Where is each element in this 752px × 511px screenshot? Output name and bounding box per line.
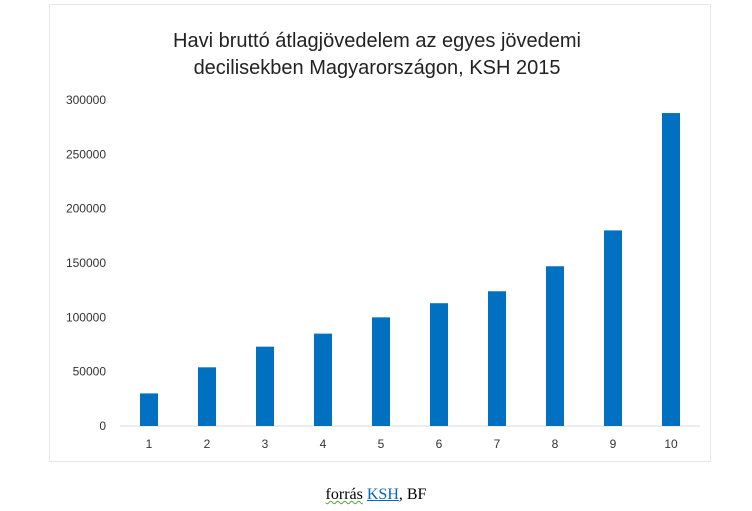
caption-prefix: forrás [325, 486, 363, 503]
ksh-link[interactable]: KSH [366, 486, 399, 503]
y-tick-label: 50000 [73, 365, 107, 379]
chart-title: Havi bruttó átlagjövedelem az egyes jöve… [173, 30, 581, 79]
x-tick-label: 3 [262, 437, 269, 451]
chart-frame: Havi bruttó átlagjövedelem az egyes jöve… [49, 4, 711, 462]
y-tick-label: 200000 [66, 202, 106, 216]
chart-title-line-1: Havi bruttó átlagjövedelem az egyes jöve… [173, 30, 581, 52]
x-tick-label: 6 [436, 437, 443, 451]
bar-chart: Havi bruttó átlagjövedelem az egyes jöve… [66, 30, 700, 451]
caption-suffix: , BF [398, 486, 427, 503]
y-axis-ticks: 0 50000 100000 150000 200000 250000 300000 [66, 93, 106, 433]
bars [140, 113, 680, 426]
x-tick-label: 5 [378, 437, 385, 451]
source-caption: forrás KSH, BF [0, 486, 752, 504]
x-tick-label: 4 [320, 437, 327, 451]
x-tick-label: 8 [552, 437, 559, 451]
bar-decile-5 [372, 317, 390, 426]
x-tick-label: 1 [146, 437, 153, 451]
bar-decile-4 [314, 333, 332, 426]
y-tick-label: 100000 [66, 310, 106, 324]
bar-decile-1 [140, 393, 158, 426]
x-tick-label: 10 [664, 437, 678, 451]
bar-decile-3 [256, 346, 274, 426]
x-tick-label: 2 [204, 437, 211, 451]
chart-title-line-2: decilisekben Magyarországon, KSH 2015 [194, 57, 561, 79]
y-tick-label: 300000 [66, 93, 106, 107]
bar-decile-7 [488, 291, 506, 426]
y-tick-label: 0 [99, 419, 106, 433]
bar-decile-6 [430, 303, 448, 426]
x-axis-ticks: 1 2 3 4 5 6 7 8 9 10 [146, 437, 678, 451]
bar-decile-8 [546, 266, 564, 426]
y-tick-label: 250000 [66, 147, 106, 161]
bar-decile-10 [662, 113, 680, 426]
bar-decile-2 [198, 367, 216, 426]
y-tick-label: 150000 [66, 256, 106, 270]
x-tick-label: 7 [494, 437, 501, 451]
x-tick-label: 9 [610, 437, 617, 451]
bar-decile-9 [604, 230, 622, 426]
